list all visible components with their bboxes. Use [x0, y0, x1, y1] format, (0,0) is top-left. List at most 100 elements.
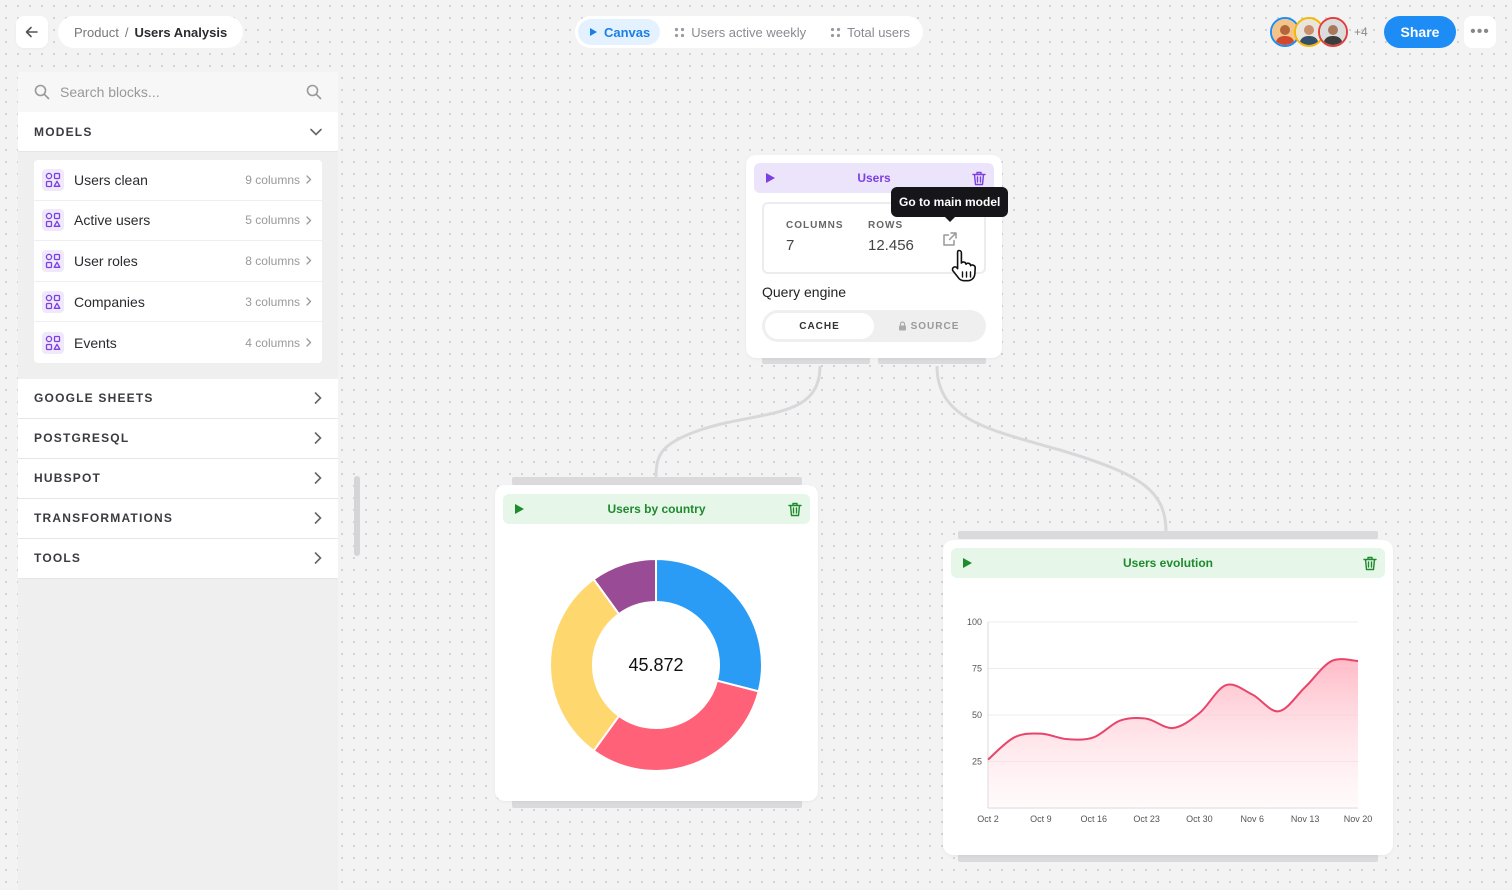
- source-option[interactable]: SOURCE: [874, 313, 983, 339]
- sidebar-scrollbar[interactable]: [354, 476, 360, 556]
- sidebar-section[interactable]: TRANSFORMATIONS: [18, 498, 338, 539]
- country-card-header: Users by country: [503, 494, 810, 524]
- tab-total-users[interactable]: Total users: [820, 19, 920, 45]
- tab-users-active-weekly[interactable]: Users active weekly: [664, 19, 816, 45]
- breadcrumb: Product / Users Analysis: [58, 16, 244, 48]
- y-tick-label: 50: [972, 710, 982, 720]
- chevron-right-icon: [306, 297, 312, 306]
- model-name: Companies: [74, 293, 145, 310]
- y-tick-label: 100: [967, 617, 982, 627]
- sidebar-section[interactable]: TOOLS: [18, 538, 338, 579]
- users-by-country-card[interactable]: Users by country 45.872: [495, 485, 818, 801]
- model-item[interactable]: Events 4 columns: [34, 322, 322, 363]
- avatar[interactable]: [1318, 17, 1348, 47]
- evolution-card-header: Users evolution: [951, 548, 1385, 578]
- tab-canvas-label: Canvas: [604, 24, 651, 40]
- model-item[interactable]: Users clean 9 columns: [34, 160, 322, 201]
- chevron-right-icon: [306, 216, 312, 225]
- sidebar-section-label: TRANSFORMATIONS: [34, 511, 174, 526]
- model-stats-box: COLUMNS 7 ROWS 12.456: [762, 202, 986, 274]
- model-columns-count: 5 columns: [245, 213, 300, 228]
- node-port-top[interactable]: [958, 531, 1378, 539]
- query-engine-toggle[interactable]: CACHE SOURCE: [762, 310, 986, 342]
- rows-label: ROWS: [868, 220, 904, 231]
- model-name: Users clean: [74, 171, 148, 188]
- model-item[interactable]: Active users 5 columns: [34, 201, 322, 242]
- users-card-title: Users: [857, 171, 891, 185]
- breadcrumb-parent[interactable]: Product: [74, 24, 119, 40]
- connector-users-to-evolution: [935, 365, 1168, 533]
- model-item[interactable]: Companies 3 columns: [34, 282, 322, 323]
- trash-icon[interactable]: [788, 502, 802, 517]
- model-item[interactable]: User roles 8 columns: [34, 241, 322, 282]
- sidebar-section-label: POSTGRESQL: [34, 431, 130, 446]
- chevron-right-icon: [314, 552, 322, 565]
- sidebar-section[interactable]: GOOGLE SHEETS: [18, 378, 338, 419]
- chevron-right-icon: [306, 175, 312, 184]
- collaborator-avatars[interactable]: +4: [1270, 15, 1368, 49]
- node-port-right[interactable]: [878, 356, 986, 364]
- node-port-bottom[interactable]: [512, 800, 802, 808]
- sidebar-section[interactable]: HUBSPOT: [18, 458, 338, 499]
- sidebar-section-label: TOOLS: [34, 551, 82, 566]
- columns-label: COLUMNS: [786, 220, 844, 231]
- avatar[interactable]: [1294, 17, 1324, 47]
- play-icon[interactable]: [513, 503, 525, 515]
- chevron-right-icon: [314, 472, 322, 485]
- arrow-left-icon: [25, 26, 38, 38]
- x-tick-label: Oct 30: [1186, 814, 1213, 824]
- x-tick-label: Oct 23: [1133, 814, 1160, 824]
- sidebar-sections: GOOGLE SHEETS POSTGRESQL HUBSPOT TRANSFORMA…: [18, 378, 338, 579]
- donut-slice[interactable]: [549, 577, 621, 753]
- external-link-icon[interactable]: [942, 231, 958, 247]
- cache-option[interactable]: CACHE: [765, 313, 874, 339]
- play-icon[interactable]: [764, 172, 776, 184]
- grid-dots-icon: [831, 27, 841, 37]
- tab-users-active-weekly-label: Users active weekly: [691, 24, 807, 40]
- extra-collaborators-count[interactable]: +4: [1354, 25, 1368, 39]
- donut-slice[interactable]: [592, 557, 657, 616]
- go-to-main-model-tooltip: Go to main model: [891, 187, 1009, 222]
- x-tick-label: Oct 9: [1030, 814, 1052, 824]
- section-models[interactable]: MODELS: [18, 112, 338, 152]
- search-input[interactable]: Search blocks...: [60, 84, 160, 100]
- x-tick-label: Oct 2: [977, 814, 999, 824]
- node-port-left[interactable]: [762, 356, 870, 364]
- query-engine-label: Query engine: [762, 284, 847, 300]
- model-columns-count: 9 columns: [245, 172, 300, 187]
- area-fill: [988, 659, 1358, 808]
- chevron-right-icon: [306, 338, 312, 347]
- play-icon[interactable]: [961, 557, 973, 569]
- users-model-card[interactable]: Users COLUMNS 7 ROWS 12.456 Query engine…: [746, 155, 1002, 358]
- node-port-top[interactable]: [512, 477, 802, 485]
- tab-canvas[interactable]: Canvas: [578, 19, 661, 45]
- donut-slice[interactable]: [592, 679, 760, 772]
- more-options-button[interactable]: •••: [1464, 16, 1496, 48]
- lock-icon: [898, 321, 906, 331]
- country-card-title: Users by country: [607, 502, 706, 516]
- sidebar-section[interactable]: POSTGRESQL: [18, 418, 338, 459]
- series-line[interactable]: [987, 658, 1359, 761]
- play-icon: [590, 28, 597, 36]
- models-list: Users clean 9 columns Active users 5 column…: [34, 160, 322, 363]
- node-port-bottom[interactable]: [958, 854, 1378, 862]
- chevron-right-icon: [314, 512, 322, 525]
- search-bar[interactable]: Search blocks...: [18, 72, 338, 112]
- evolution-card-title: Users evolution: [1122, 556, 1214, 570]
- tab-total-users-label: Total users: [847, 24, 910, 40]
- donut-slice[interactable]: [655, 557, 763, 693]
- sidebar-section-label: GOOGLE SHEETS: [34, 391, 154, 406]
- model-columns-count: 4 columns: [245, 335, 300, 350]
- search-icon[interactable]: [306, 84, 322, 100]
- trash-icon[interactable]: [972, 171, 986, 186]
- users-evolution-card[interactable]: Users evolution Oct 2 Oct 9 Oct 16 Oct 23 Oc…: [943, 540, 1393, 855]
- back-button[interactable]: [16, 16, 48, 48]
- model-shapes-icon: [42, 249, 64, 272]
- share-button[interactable]: Share: [1384, 16, 1456, 48]
- trash-icon[interactable]: [1363, 556, 1377, 571]
- chevron-right-icon: [314, 392, 322, 405]
- rows-stat: ROWS 12.456: [868, 220, 914, 254]
- breadcrumb-current: Users Analysis: [134, 24, 228, 40]
- x-tick-label: Nov 20: [1344, 814, 1373, 824]
